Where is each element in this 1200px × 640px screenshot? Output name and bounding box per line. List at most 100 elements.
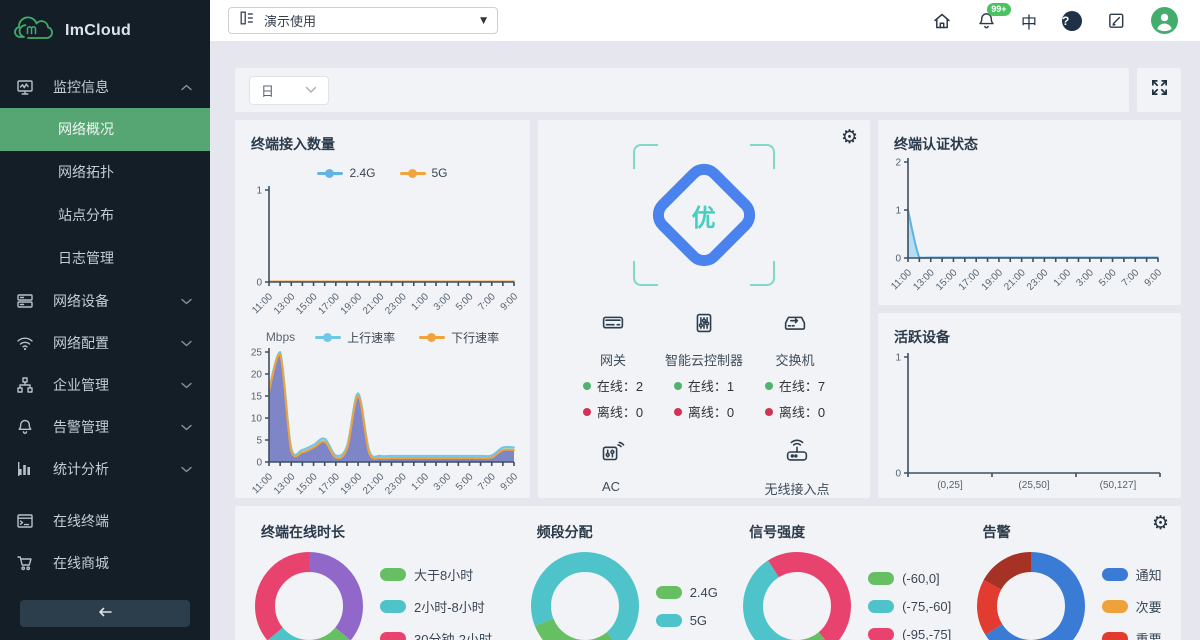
svg-text:20: 20 (251, 370, 263, 381)
sidebar-subitem[interactable]: 站点分布 (58, 207, 114, 223)
sidebar-item-label: 在线终端 (53, 513, 109, 529)
gateway-icon (598, 316, 628, 342)
svg-text:13:00: 13:00 (272, 291, 298, 317)
sidebar-subitem[interactable]: 网络拓扑 (58, 164, 114, 180)
legend-item[interactable]: 2.4G (317, 166, 376, 180)
gear-icon[interactable] (1152, 514, 1169, 533)
user-avatar[interactable] (1151, 7, 1178, 34)
svg-text:1:00: 1:00 (409, 471, 431, 493)
legend-item[interactable]: 重要 (1101, 629, 1162, 640)
terminal-icon (16, 512, 36, 530)
device-stat-gateway: 网关 在线：2 离线：0 (568, 308, 658, 421)
legend-label: 下行速率 (451, 330, 500, 345)
band-allocation-donut (529, 550, 641, 640)
online-duration-donut (253, 550, 365, 640)
sidebar: ImCloud 监控信息 网络概况网络拓扑站点分布日志管理网络设备网络配置企业管理… (0, 0, 210, 640)
legend-item[interactable]: 2小时-8小时 (380, 597, 492, 616)
toolbar-panel: 日 (235, 68, 1129, 112)
svg-text:11:00: 11:00 (250, 471, 275, 496)
svg-text:1: 1 (256, 186, 262, 197)
sidebar-item-label: 网络配置 (53, 335, 109, 351)
sidebar-item-monitoring[interactable]: 监控信息 (0, 66, 210, 108)
chart-icon (16, 460, 36, 478)
svg-text:23:00: 23:00 (383, 471, 409, 497)
donut-title: 告警 (982, 524, 1011, 540)
sidebar-item-statistics[interactable]: 统计分析 (0, 448, 210, 490)
org-selector-value: 演示使用 (264, 14, 317, 29)
org-selector[interactable]: 演示使用 ▼ (228, 7, 498, 34)
legend-item[interactable]: 5G (655, 613, 718, 628)
device-offline-count: 离线：0 (659, 402, 749, 421)
sidebar-item-enterprise-mgmt[interactable]: 企业管理 (0, 364, 210, 406)
legend-label: 上行速率 (347, 330, 396, 345)
chevron-down-icon (181, 424, 192, 431)
chevron-up-icon (181, 84, 192, 91)
svg-text:0: 0 (256, 278, 262, 289)
legend-label: 30分钟-2小时 (414, 631, 493, 640)
sitemap-icon (16, 376, 36, 394)
server-icon (16, 292, 36, 310)
svg-text:1: 1 (895, 206, 901, 217)
svg-text:19:00: 19:00 (980, 267, 1006, 293)
legend-item[interactable]: 上行速率 (315, 329, 395, 346)
panel-title: 终端接入数量 (251, 136, 335, 152)
svg-text:0: 0 (895, 469, 901, 480)
svg-text:(25,50]: (25,50] (1018, 480, 1049, 491)
period-select[interactable]: 日 (249, 75, 329, 105)
svg-text:15:00: 15:00 (934, 267, 960, 293)
sidebar-item-label: 企业管理 (53, 377, 109, 393)
switch-icon (780, 316, 810, 342)
fullscreen-button[interactable] (1137, 68, 1181, 112)
help-icon[interactable]: ? (1062, 10, 1082, 31)
top-header: 演示使用 ▼ 99+ 中 ? (210, 0, 1200, 42)
chevron-down-icon (181, 382, 192, 389)
ap-icon (782, 439, 812, 471)
legend-item[interactable]: (-95,-75] (868, 627, 951, 640)
legend-item[interactable]: (-60,0] (868, 571, 951, 586)
legend-item[interactable]: 大于8小时 (380, 565, 492, 584)
legend-item[interactable]: 下行速率 (419, 329, 499, 346)
svg-text:15:00: 15:00 (294, 471, 320, 497)
device-offline-count: 离线：0 (750, 402, 840, 421)
bracket-corner (750, 144, 775, 169)
donut-legend: (-60,0] (-75,-60] (-95,-75] (868, 550, 951, 640)
feedback-edit-icon[interactable] (1107, 11, 1126, 30)
sidebar-subitem[interactable]: 日志管理 (58, 250, 114, 266)
access-chart-legend: 2.4G 5G (235, 164, 530, 182)
legend-item[interactable]: 30分钟-2小时 (380, 629, 492, 640)
legend-item[interactable]: 2.4G (655, 585, 718, 600)
chevron-down-icon (305, 86, 317, 94)
legend-item[interactable]: (-75,-60] (868, 599, 951, 614)
svg-text:23:00: 23:00 (383, 291, 409, 317)
signal-strength-donut (741, 550, 853, 640)
chevron-down-icon (181, 298, 192, 305)
svg-text:(50,127]: (50,127] (1100, 480, 1137, 491)
notifications-bell-icon[interactable]: 99+ (977, 2, 1011, 31)
language-toggle[interactable]: 中 (1020, 14, 1037, 32)
period-select-value: 日 (261, 83, 275, 99)
sidebar-item-online-mall[interactable]: 在线商城 (0, 542, 210, 584)
sidebar-item-online-terminals[interactable]: 在线终端 (0, 500, 210, 542)
donut-block-online-duration: 终端在线时长 大于8小时 2小时-8小时 30分钟-2小时 (241, 518, 517, 640)
sidebar-item-network-config[interactable]: 网络配置 (0, 322, 210, 364)
sidebar-item-network-devices[interactable]: 网络设备 (0, 280, 210, 322)
legend-label: 2.4G (349, 166, 376, 180)
home-icon[interactable] (932, 11, 952, 31)
legend-item[interactable]: 通知 (1101, 565, 1162, 584)
sidebar-item-alarm-mgmt[interactable]: 告警管理 (0, 406, 210, 448)
panel-title: 活跃设备 (894, 329, 950, 345)
grade-frame: 优 (633, 144, 775, 286)
sidebar-collapse-button[interactable] (20, 600, 190, 627)
svg-text:7:00: 7:00 (476, 291, 498, 313)
svg-text:5:00: 5:00 (454, 471, 476, 493)
device-name: 交换机 (775, 353, 815, 368)
legend-item[interactable]: 5G (399, 166, 448, 180)
device-stat-controller: 智能云控制器 在线：1 离线：0 (659, 308, 749, 421)
app-logo[interactable]: ImCloud (0, 0, 210, 58)
legend-item[interactable]: 次要 (1101, 597, 1162, 616)
svg-text:21:00: 21:00 (361, 471, 387, 497)
sidebar-subitem[interactable]: 网络概况 (0, 108, 210, 151)
svg-text:7:00: 7:00 (476, 471, 498, 493)
legend-label: (-75,-60] (902, 598, 952, 614)
sidebar-item-label: 统计分析 (53, 461, 109, 477)
